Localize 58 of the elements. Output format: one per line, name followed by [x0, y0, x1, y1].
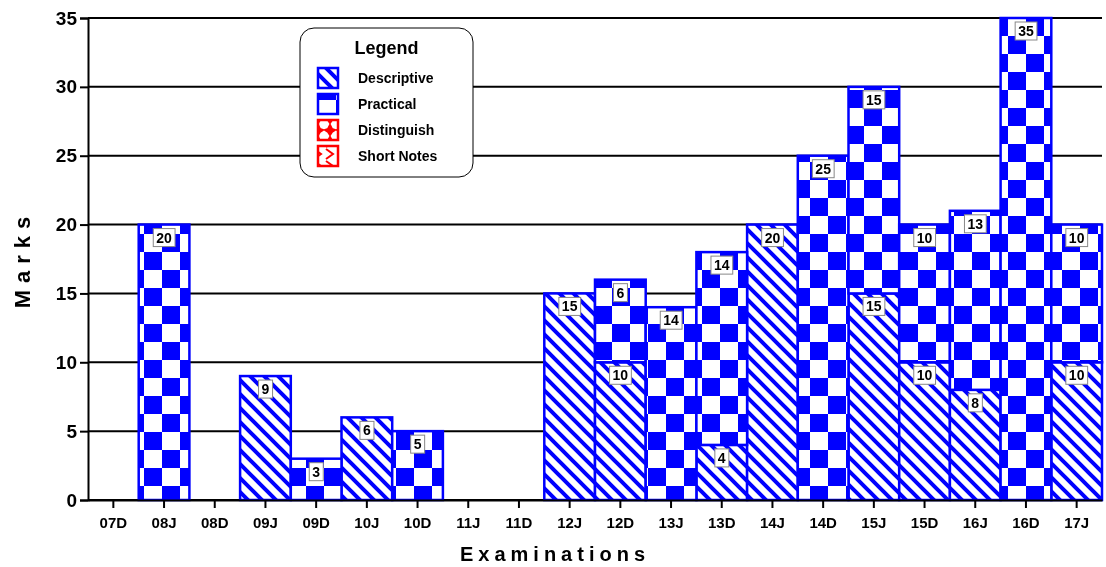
data-label: 9	[261, 381, 270, 398]
y-tick-label: 30	[55, 76, 77, 98]
x-tick-label: 11D	[505, 513, 533, 531]
data-label: 20	[156, 229, 173, 246]
x-tick-label: 13D	[707, 513, 736, 531]
x-tick-label: 14J	[759, 513, 785, 531]
legend-label: Distinguish	[358, 122, 435, 138]
data-label: 10	[1068, 367, 1085, 384]
data-label: 15	[866, 298, 882, 315]
x-tick-label: 08D	[200, 513, 229, 531]
x-tick-label: 15J	[861, 513, 887, 531]
data-label: 10	[916, 367, 933, 384]
x-tick-label: 13J	[658, 513, 684, 531]
data-label: 5	[413, 436, 422, 453]
x-tick-label: 10J	[354, 513, 380, 531]
legend-label: Practical	[358, 96, 417, 112]
x-tick-label: 08J	[151, 513, 177, 531]
data-label: 20	[764, 229, 781, 246]
data-label: 10	[612, 367, 629, 384]
data-label: 14	[713, 257, 730, 274]
data-label: 8	[971, 394, 980, 411]
legend-label: Descriptive	[358, 70, 434, 86]
y-tick-label: 25	[55, 145, 78, 167]
bar	[137, 223, 191, 502]
legend-label: Short Notes	[358, 148, 438, 164]
y-tick-label: 15	[55, 283, 78, 305]
y-tick-label: 35	[55, 7, 78, 29]
data-label: 15	[561, 298, 578, 315]
x-tick-label: 10D	[403, 513, 432, 531]
x-tick-label: 16J	[962, 513, 988, 531]
data-label: 13	[967, 215, 984, 232]
x-tick-label: 16D	[1012, 513, 1040, 531]
x-tick-label: 07D	[99, 513, 128, 531]
data-label: 14	[663, 312, 680, 329]
data-label: 6	[616, 284, 625, 301]
x-tick-label: 17J	[1064, 513, 1090, 531]
data-label: 10	[916, 229, 933, 246]
x-tick-label: 09J	[252, 513, 278, 531]
x-tick-label: 09D	[302, 513, 331, 531]
data-label: 35	[1018, 23, 1034, 39]
y-axis-title: Marks	[10, 209, 35, 309]
x-tick-label: 14D	[809, 513, 838, 531]
data-label: 4	[717, 449, 726, 466]
data-label: 3	[312, 463, 321, 480]
y-tick-label: 10	[55, 351, 77, 373]
data-label: 6	[362, 422, 371, 439]
x-tick-label: 12D	[606, 513, 635, 531]
data-label: 10	[1068, 229, 1085, 246]
legend-title: Legend	[354, 38, 419, 58]
x-tick-label: 12J	[557, 513, 583, 531]
data-label: 15	[866, 91, 882, 108]
data-label: 25	[815, 160, 832, 177]
y-tick-label: 5	[66, 420, 78, 442]
x-tick-label: 11J	[456, 513, 481, 531]
x-tick-label: 15D	[910, 513, 939, 531]
y-tick-label: 0	[66, 489, 77, 511]
y-tick-label: 20	[55, 214, 77, 236]
x-axis-title: Examinations	[459, 543, 651, 565]
